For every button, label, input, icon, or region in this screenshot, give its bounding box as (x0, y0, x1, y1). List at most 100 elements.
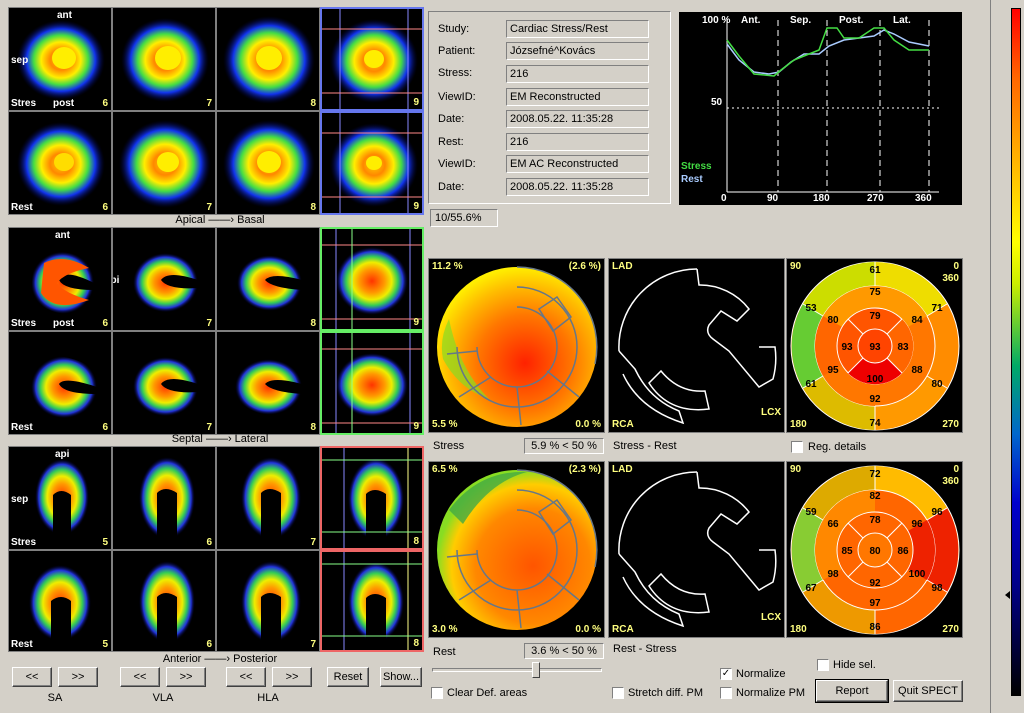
sa-stress-slice-7[interactable]: 7 (112, 7, 216, 111)
hide-sel-checkbox[interactable] (817, 659, 829, 671)
stress-field: 216 (506, 65, 649, 83)
hla-next-button[interactable]: >> (272, 667, 312, 687)
seg-mid-5: 66 (827, 519, 839, 530)
slice-number: 7 (206, 422, 212, 433)
stress-profile-line (726, 27, 929, 77)
label-stres: Stres (11, 537, 37, 548)
threshold-slider[interactable] (432, 662, 602, 678)
sa-stress-slice-8[interactable]: lat 8 (216, 7, 320, 111)
date-label: Date: (438, 113, 465, 125)
vla-rest-slice-6[interactable]: Rest 6 (8, 331, 112, 435)
hide-sel-label: Hide sel. (833, 659, 876, 671)
seg-mid-4: 98 (827, 569, 839, 580)
label-ant: ant (55, 230, 70, 241)
stress-map-stat: 5.9 % < 50 % (524, 438, 604, 454)
seg-mid-0: 82 (869, 491, 881, 502)
rest-map-br: 0.0 % (575, 624, 601, 635)
rest-field: 216 (506, 133, 649, 151)
normalize-checkbox[interactable]: ✓ (720, 668, 732, 680)
sa-stress-slice-6[interactable]: ant sep Stres post 6 (8, 7, 112, 111)
clear-def-areas-checkbox[interactable] (431, 687, 443, 699)
patient-field: Józsefné^Kovács (506, 42, 649, 60)
hla-stress-slice-5[interactable]: api sep Stres 5 (8, 446, 112, 550)
rest-map-bl: 3.0 % (432, 624, 458, 635)
vla-stress-slice-9-selected[interactable]: 9 (320, 227, 424, 331)
sa-next-button[interactable]: >> (58, 667, 98, 687)
hla-prev-button[interactable]: << (226, 667, 266, 687)
show-button[interactable]: Show... (380, 667, 422, 687)
rest-segment-map[interactable]: 72 96 98 86 67 59 82 96 100 97 98 66 78 … (786, 461, 963, 638)
hla-rest-slice-6[interactable]: 6 (112, 550, 216, 652)
label-post: post (53, 98, 75, 109)
color-scale-marker-icon[interactable] (1005, 591, 1010, 599)
reset-button[interactable]: Reset (327, 667, 369, 687)
profile-x-270: 270 (867, 193, 884, 204)
viewid-label: ViewID: (438, 91, 476, 103)
seg2-c90: 90 (790, 464, 802, 475)
seg-inner-3: 93 (841, 342, 853, 353)
sa-caption: Apical ——› Basal (175, 214, 265, 226)
sa-rest-slice-7[interactable]: 7 (112, 111, 216, 215)
sa-rest-slice-9-selected[interactable]: 9 (320, 111, 424, 215)
vla-stress-slice-6[interactable]: ant Stres post 6 (8, 227, 112, 331)
hla-rest-slice-8-selected[interactable]: 8 (320, 550, 424, 652)
stress-segment-map[interactable]: 61 71 80 74 61 53 75 84 88 92 95 80 79 8… (786, 258, 963, 433)
seg-outer-4: 61 (805, 379, 817, 390)
clear-def-areas-label: Clear Def. areas (447, 687, 528, 699)
slice-number: 6 (102, 318, 108, 329)
vla-prev-button[interactable]: << (120, 667, 160, 687)
seg-outer-5: 59 (805, 507, 817, 518)
stress-polar-map[interactable]: 11.2 % (2.6 %) 5.5 % 0.0 % (428, 258, 605, 433)
normalize-pm-checkbox[interactable] (720, 687, 732, 699)
slice-number: 9 (413, 201, 419, 212)
vla-stress-slice-7[interactable]: api 7 (112, 227, 216, 331)
label-rest: Rest (11, 639, 33, 650)
stress-map-name: Stress (433, 440, 465, 452)
slice-number: 7 (206, 98, 212, 109)
vla-slice-group: ant Stres post 6 api 7 8 9 Rest 6 7 8 9 (8, 227, 424, 435)
profile-y-mid: 50 (711, 97, 723, 108)
seg1-c270: 270 (942, 419, 959, 430)
viewid-rest-field: EM AC Reconstructed (506, 155, 649, 173)
slider-track (432, 668, 602, 672)
vla-group-label: VLA (152, 692, 174, 704)
seg-inner-0: 78 (869, 515, 881, 526)
sa-prev-button[interactable]: << (12, 667, 52, 687)
slice-number: 7 (310, 639, 316, 650)
profile-y-top: 100 % (702, 15, 731, 26)
stretch-diff-pm-checkbox[interactable] (612, 687, 624, 699)
vla-rest-slice-9-selected[interactable]: 9 (320, 331, 424, 435)
rest-polar-map[interactable]: 6.5 % (2.3 %) 3.0 % 0.0 % (428, 461, 605, 638)
hla-rest-slice-5[interactable]: Rest 5 (8, 550, 112, 652)
hla-rest-slice-7[interactable]: 7 (216, 550, 320, 652)
stress-minus-rest-map[interactable]: LAD RCA LCX (608, 258, 785, 433)
report-button[interactable]: Report (815, 679, 889, 703)
ratio-box: 10/55.6% (430, 209, 498, 227)
vla-stress-slice-8[interactable]: 8 (216, 227, 320, 331)
hla-stress-slice-7[interactable]: lat 7 (216, 446, 320, 550)
sa-group-label: SA (47, 692, 63, 704)
slider-thumb[interactable] (532, 662, 540, 678)
stress-map-tl: 11.2 % (432, 261, 463, 272)
vla-next-button[interactable]: >> (166, 667, 206, 687)
seg-inner-3: 85 (841, 546, 853, 557)
sa-rest-slice-6[interactable]: Rest 6 (8, 111, 112, 215)
seg-inner-2: 92 (869, 578, 881, 589)
seg-inner-0: 79 (869, 311, 881, 322)
quit-spect-button[interactable]: Quit SPECT (893, 680, 963, 702)
hla-stress-slice-6[interactable]: 6 (112, 446, 216, 550)
color-scale-bar (1011, 8, 1021, 696)
vla-rest-slice-7[interactable]: 7 (112, 331, 216, 435)
reg-details-checkbox[interactable] (791, 441, 803, 453)
slice-number: 8 (310, 318, 316, 329)
seg-mid-5: 80 (827, 315, 839, 326)
seg-outer-1: 96 (931, 507, 943, 518)
slice-number: 6 (206, 537, 212, 548)
vla-rest-slice-8[interactable]: 8 (216, 331, 320, 435)
viewid-label: ViewID: (438, 158, 476, 170)
sa-rest-slice-8[interactable]: 8 (216, 111, 320, 215)
seg-outer-0: 72 (869, 469, 881, 480)
hla-stress-slice-8-selected[interactable]: 8 (320, 446, 424, 550)
sa-stress-slice-9-selected[interactable]: 9 (320, 7, 424, 111)
rest-minus-stress-map[interactable]: LAD RCA LCX (608, 461, 785, 638)
